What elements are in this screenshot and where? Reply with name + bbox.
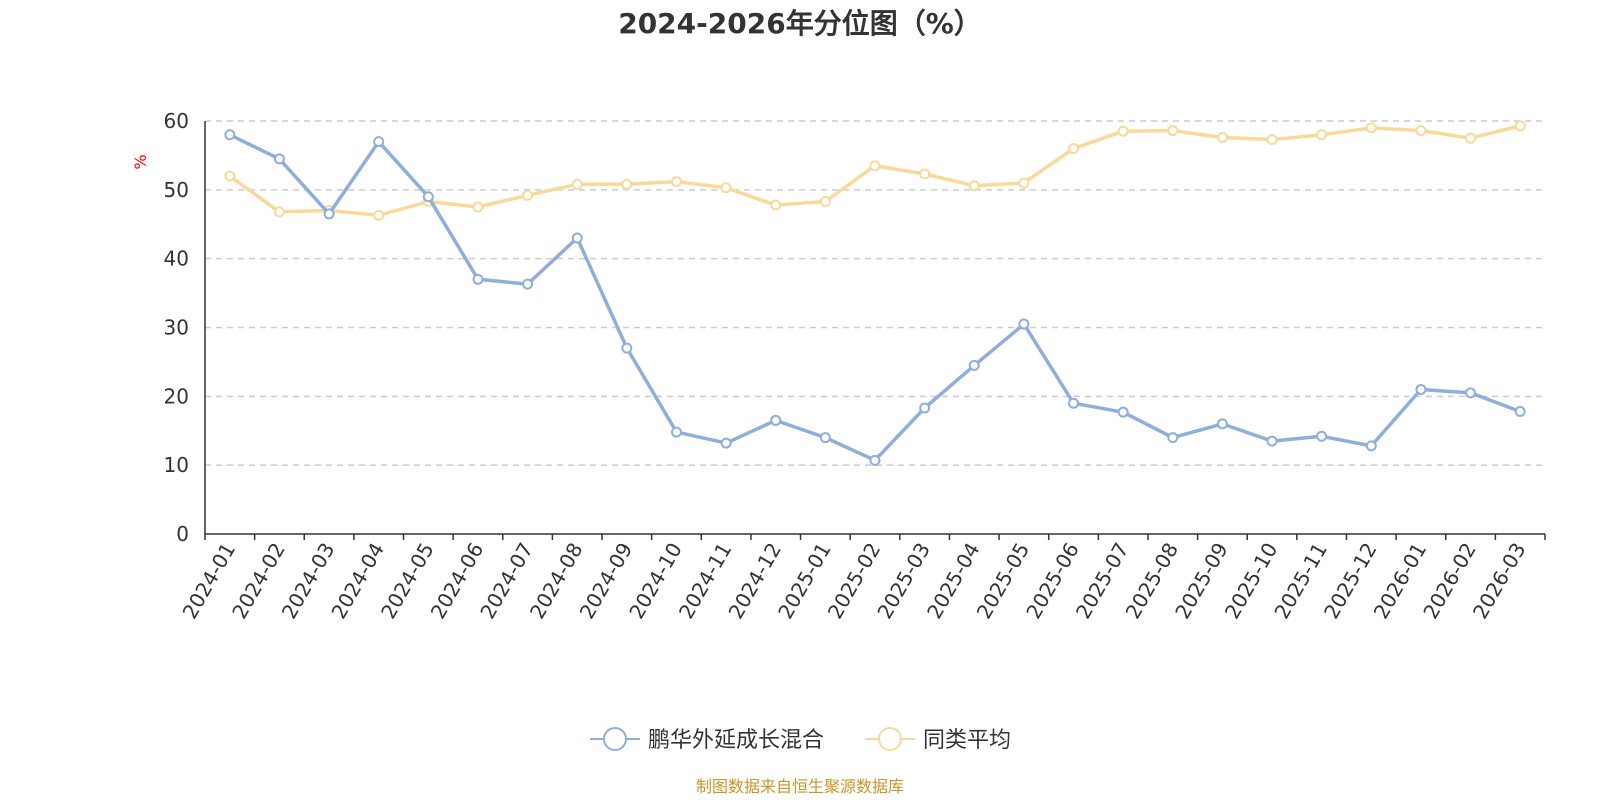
- data-point: [472, 273, 484, 285]
- x-axis-ticks: 2024-012024-022024-032024-042024-052024-…: [178, 534, 1546, 623]
- data-point: [472, 201, 484, 213]
- y-axis-ticks: 0 10 20 30 40 50 60: [164, 109, 189, 546]
- data-point: [273, 206, 285, 218]
- data-point: [1514, 405, 1526, 417]
- data-point: [1365, 440, 1377, 452]
- data-point: [522, 189, 534, 201]
- data-point: [571, 178, 583, 190]
- data-point: [1216, 132, 1228, 144]
- data-point: [819, 196, 831, 208]
- grid-lines: [205, 120, 1545, 466]
- y-tick-label: 60: [164, 109, 189, 133]
- data-point: [819, 432, 831, 444]
- data-point: [968, 180, 980, 192]
- y-axis-unit: %: [131, 154, 150, 169]
- data-point: [1117, 125, 1129, 137]
- series-2: [224, 120, 1526, 221]
- data-point: [770, 414, 782, 426]
- legend-swatch-marker: [603, 727, 627, 751]
- series: [224, 120, 1526, 466]
- y-tick-label: 50: [164, 178, 189, 202]
- data-point: [1266, 435, 1278, 447]
- data-point: [571, 232, 583, 244]
- data-point: [224, 129, 236, 141]
- data-point: [323, 208, 335, 220]
- legend-swatch-marker: [878, 727, 902, 751]
- data-point: [224, 170, 236, 182]
- data-point: [1018, 177, 1030, 189]
- series-line: [229, 133, 1521, 463]
- data-point: [1415, 125, 1427, 137]
- data-point: [869, 160, 881, 172]
- data-point: [621, 178, 633, 190]
- y-tick-label: 0: [176, 522, 189, 546]
- axes: [204, 121, 1545, 535]
- source-note: 制图数据来自恒生聚源数据库: [696, 777, 904, 796]
- series-1: [224, 129, 1526, 466]
- data-point: [869, 454, 881, 466]
- legend-label: 鹏华外延成长混合: [648, 728, 824, 753]
- data-point: [1415, 383, 1427, 395]
- legend-label: 同类平均: [923, 728, 1011, 753]
- data-point: [1068, 397, 1080, 409]
- data-point: [968, 359, 980, 371]
- chart-title: 2024-2026年分位图（%）: [618, 7, 982, 40]
- data-point: [273, 153, 285, 165]
- data-point: [670, 176, 682, 188]
- data-point: [720, 437, 732, 449]
- data-point: [621, 342, 633, 354]
- data-point: [1514, 120, 1526, 132]
- data-point: [1117, 406, 1129, 418]
- data-point: [720, 182, 732, 194]
- data-point: [770, 199, 782, 211]
- legend-item[interactable]: 鹏华外延成长混合: [590, 727, 824, 753]
- data-point: [373, 209, 385, 221]
- data-point: [919, 168, 931, 180]
- y-tick-label: 20: [164, 384, 189, 408]
- data-point: [522, 278, 534, 290]
- data-point: [1266, 134, 1278, 146]
- data-point: [670, 426, 682, 438]
- data-point: [1216, 418, 1228, 430]
- y-tick-label: 10: [164, 453, 189, 477]
- y-tick-label: 30: [164, 316, 189, 340]
- data-point: [1365, 122, 1377, 134]
- y-tick-label: 40: [164, 247, 189, 271]
- legend: 鹏华外延成长混合 同类平均: [590, 727, 1011, 753]
- data-point: [919, 402, 931, 414]
- data-point: [1018, 318, 1030, 330]
- data-point: [1465, 387, 1477, 399]
- data-point: [373, 136, 385, 148]
- data-point: [1316, 129, 1328, 141]
- data-point: [422, 191, 434, 203]
- legend-item[interactable]: 同类平均: [865, 727, 1011, 753]
- data-point: [1167, 432, 1179, 444]
- data-point: [1465, 132, 1477, 144]
- data-point: [1316, 430, 1328, 442]
- data-point: [1068, 143, 1080, 155]
- data-point: [1167, 125, 1179, 137]
